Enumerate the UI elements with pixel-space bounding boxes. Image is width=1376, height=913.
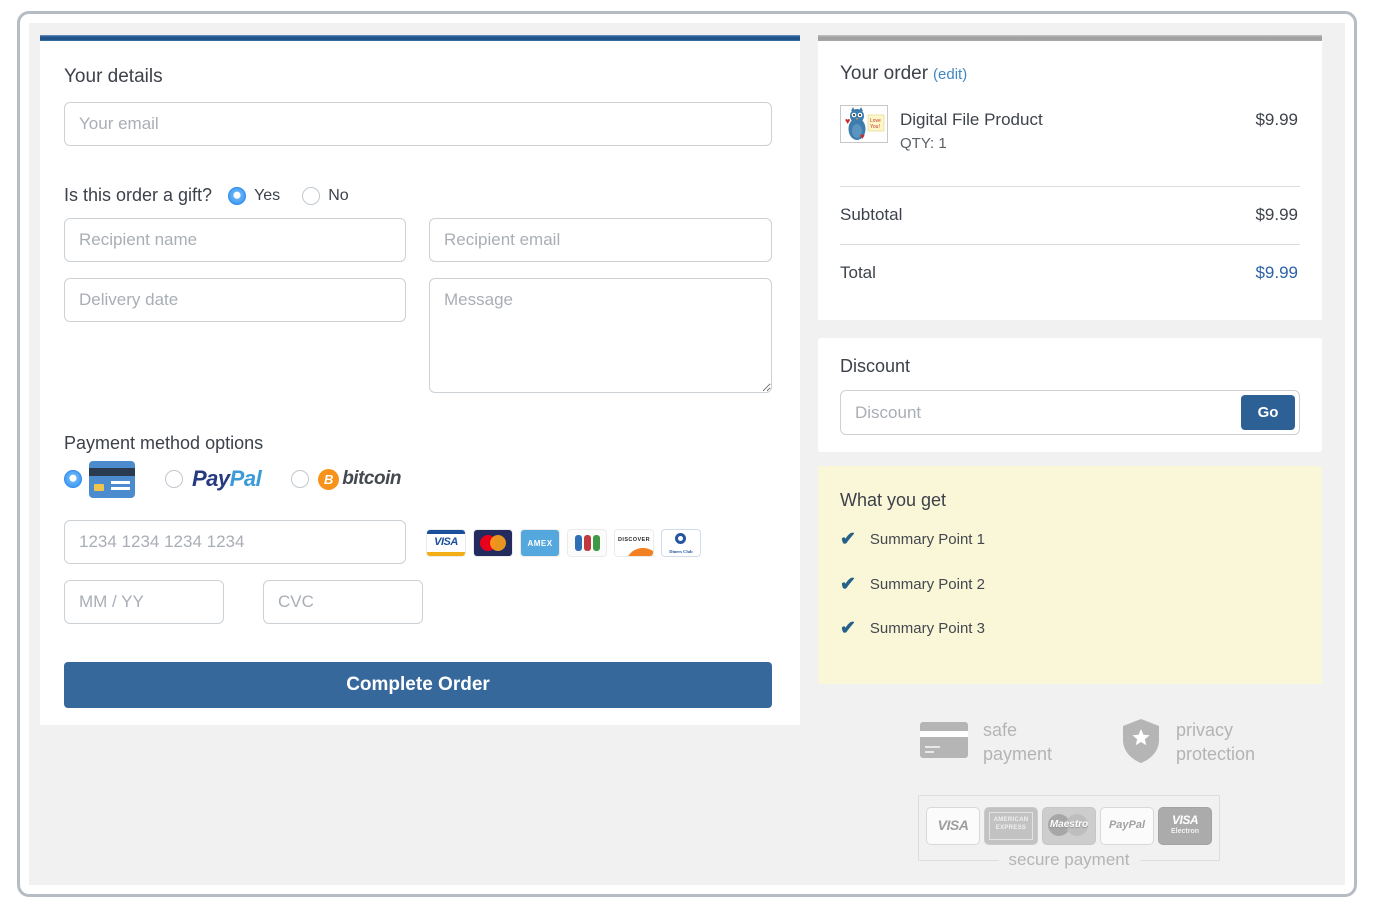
benefits-box: What you get ✔ Summary Point 1 ✔ Summary… xyxy=(818,466,1322,684)
maestro-gray-icon: Maestro xyxy=(1043,808,1095,844)
visa-icon: VISA xyxy=(427,530,465,556)
discount-heading: Discount xyxy=(840,356,911,376)
cvc-input[interactable] xyxy=(263,580,423,624)
discover-icon: DISCOVER xyxy=(615,530,653,556)
safe-payment-card-icon xyxy=(920,722,968,758)
recipient-name-input[interactable] xyxy=(64,218,406,262)
paypal-payment-radio[interactable] xyxy=(165,470,183,488)
svg-text:♥: ♥ xyxy=(845,116,850,126)
benefit-text: Summary Point 2 xyxy=(869,576,985,593)
delivery-date-input[interactable] xyxy=(64,278,406,322)
amex-icon: AMEX xyxy=(521,530,559,556)
amex-gray-icon: AMERICAN EXPRESS xyxy=(985,808,1037,844)
svg-text:You!: You! xyxy=(870,124,880,130)
card-brand-icons: VISA AMEX DISCOVER Diners Club xyxy=(427,530,700,556)
total-value: $9.99 xyxy=(1255,263,1298,282)
secure-payment-label: secure payment xyxy=(998,850,1140,870)
edit-order-link[interactable]: (edit) xyxy=(933,66,968,83)
card-payment-radio[interactable] xyxy=(64,470,82,488)
check-icon: ✔ xyxy=(840,618,856,639)
payment-heading: Payment method options xyxy=(64,433,264,453)
benefit-item: ✔ Summary Point 1 xyxy=(840,528,985,551)
privacy-protection-label: privacy protection xyxy=(1176,720,1256,765)
benefits-heading: What you get xyxy=(840,490,947,510)
card-number-input[interactable] xyxy=(64,520,406,564)
secure-payment-box: VISA AMERICAN EXPRESS Maestro PayPal VIS… xyxy=(918,795,1220,870)
product-thumbnail: ♥ ♥ Love You! xyxy=(840,105,888,143)
secure-payment-logos: VISA AMERICAN EXPRESS Maestro PayPal VIS… xyxy=(919,808,1219,844)
trust-badges-row: safe payment privacy protection xyxy=(920,718,1286,769)
bitcoin-logo-icon: B bitcoin xyxy=(318,468,401,490)
product-name: Digital File Product xyxy=(900,110,1043,129)
check-icon: ✔ xyxy=(840,574,856,595)
divider xyxy=(840,244,1300,245)
diners-club-icon: Diners Club xyxy=(662,530,700,556)
email-input[interactable] xyxy=(64,102,772,146)
product-price: $9.99 xyxy=(1255,110,1298,129)
subtotal-value: $9.99 xyxy=(1255,205,1298,224)
mastercard-icon xyxy=(474,530,512,556)
svg-text:♥: ♥ xyxy=(860,132,865,141)
order-summary-card: Your order (edit) ♥ ♥ Love You! Digital F… xyxy=(818,35,1322,320)
paypal-gray-icon: PayPal xyxy=(1101,808,1153,844)
gift-yes-radio[interactable] xyxy=(228,186,247,205)
discount-go-button[interactable]: Go xyxy=(1241,395,1295,430)
order-heading: Your order (edit) xyxy=(840,63,968,84)
recipient-email-input[interactable] xyxy=(429,218,772,262)
divider xyxy=(840,186,1300,187)
gift-no-label: No xyxy=(328,186,349,204)
discount-input[interactable] xyxy=(840,390,1300,435)
discount-card: Discount Go xyxy=(818,338,1322,452)
gift-no-radio[interactable] xyxy=(302,186,321,205)
product-qty: QTY: 1 xyxy=(900,135,947,152)
check-icon: ✔ xyxy=(840,529,856,550)
credit-card-icon xyxy=(89,460,135,498)
details-heading: Your details xyxy=(64,66,163,87)
expiry-input[interactable] xyxy=(64,580,224,624)
payment-method-row: PayPal B bitcoin xyxy=(64,459,401,499)
safe-payment-label: safe payment xyxy=(983,720,1053,765)
paypal-logo-icon: PayPal xyxy=(192,466,262,491)
subtotal-label: Subtotal xyxy=(840,205,903,224)
benefit-text: Summary Point 3 xyxy=(869,620,985,637)
visa-gray-icon: VISA xyxy=(927,808,979,844)
gift-yes-label: Yes xyxy=(254,186,281,204)
benefit-text: Summary Point 1 xyxy=(869,531,985,548)
gift-question-label: Is this order a gift? xyxy=(64,185,213,205)
bitcoin-payment-radio[interactable] xyxy=(291,470,310,488)
message-textarea[interactable] xyxy=(429,278,772,393)
checkout-form-card: Your details Is this order a gift? Yes N… xyxy=(40,35,800,725)
visa-electron-gray-icon: VISA Electron xyxy=(1159,808,1211,844)
order-card-accent-bar xyxy=(818,35,1322,41)
privacy-shield-icon xyxy=(1121,718,1161,769)
benefit-item: ✔ Summary Point 2 xyxy=(840,573,985,596)
total-label: Total xyxy=(840,263,876,282)
gift-question-row: Is this order a gift? Yes No xyxy=(64,185,371,206)
complete-order-button[interactable]: Complete Order xyxy=(64,662,772,708)
benefit-item: ✔ Summary Point 3 xyxy=(840,617,985,640)
card-accent-bar xyxy=(40,35,800,41)
jcb-icon xyxy=(568,530,606,556)
svg-text:Love: Love xyxy=(870,118,881,124)
